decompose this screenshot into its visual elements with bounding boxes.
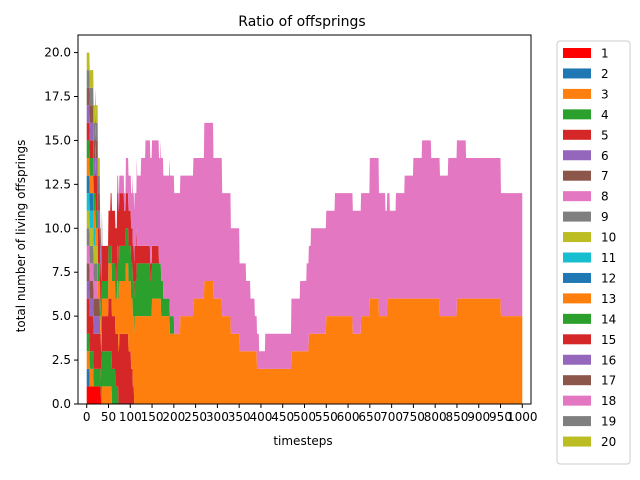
y-tick-label: 17.5 [44,90,71,104]
x-tick-label: 800 [424,410,447,424]
x-tick-label: 150 [141,410,164,424]
legend-label: 1 [601,47,609,61]
legend-swatch [563,416,591,427]
x-axis-label: timesteps [273,434,332,448]
y-tick-label: 20.0 [44,46,71,60]
x-tick-label: 400 [249,410,272,424]
x-tick-label: 100 [119,410,142,424]
area-series-18 [86,87,523,369]
legend-label: 16 [601,353,616,367]
x-tick-label: 200 [162,410,185,424]
legend-label: 15 [601,333,616,347]
y-tick-label: 0.0 [52,397,71,411]
chart-title: Ratio of offsprings [238,14,365,30]
legend-label: 10 [601,231,616,245]
y-tick-label: 5.0 [52,309,71,323]
legend-label: 14 [601,312,616,326]
stacked-areas [86,52,523,404]
x-tick-label: 900 [467,410,490,424]
legend-label: 11 [601,251,616,265]
legend-swatch [563,334,591,345]
x-tick-label: 300 [206,410,229,424]
legend-label: 3 [601,87,609,101]
legend-swatch [563,68,591,79]
x-tick-label: 700 [380,410,403,424]
legend-swatch [563,191,591,202]
legend-swatch [563,88,591,99]
legend-swatch [563,354,591,365]
legend-swatch [563,129,591,140]
x-tick-label: 850 [445,410,468,424]
x-tick-label: 550 [315,410,338,424]
legend-label: 18 [601,394,616,408]
y-tick-label: 15.0 [44,133,71,147]
legend-swatch [563,170,591,181]
x-tick-label: 950 [489,410,512,424]
legend-label: 20 [601,435,616,449]
x-tick-label: 1000 [507,410,538,424]
legend-swatch [563,109,591,120]
legend-label: 5 [601,128,609,142]
legend-swatch [563,272,591,283]
y-axis-label: total number of living offsprings [14,140,28,333]
legend-label: 4 [601,108,609,122]
x-axis: 0 50 1001502002503003504004505005506006507… [83,404,538,424]
x-tick-label: 750 [402,410,425,424]
x-tick-label: 650 [358,410,381,424]
legend-swatch [563,395,591,406]
x-tick-label: 250 [184,410,207,424]
legend-swatch [563,252,591,263]
legend-label: 12 [601,271,616,285]
y-tick-label: 2.5 [52,353,71,367]
legend-swatch [563,232,591,243]
legend-label: 13 [601,292,616,306]
x-tick-label: 0 [83,410,91,424]
legend-label: 17 [601,374,616,388]
legend-swatch [563,48,591,58]
legend-swatch [563,375,591,386]
legend-label: 6 [601,149,609,163]
legend-label: 7 [601,169,609,183]
legend-label: 19 [601,415,616,429]
legend-label: 2 [601,67,609,81]
x-tick-label: 50 [101,410,116,424]
x-tick-label: 500 [293,410,316,424]
y-tick-label: 10.0 [44,221,71,235]
y-axis: 0.0 2.5 5.0 7.5 10.0 12.5 15.0 17.5 20.0 [44,46,78,411]
x-tick-label: 450 [271,410,294,424]
y-tick-label: 12.5 [44,177,71,191]
x-tick-label: 350 [228,410,251,424]
area-series-5 [86,298,523,404]
legend-swatch [563,293,591,304]
legend-swatch [563,150,591,161]
y-tick-label: 7.5 [52,265,71,279]
legend-swatch [563,313,591,324]
area-series-13 [86,158,523,404]
legend-swatch [563,211,591,222]
x-tick-label: 600 [337,410,360,424]
legend-swatch [563,436,591,447]
legend-label: 8 [601,190,609,204]
legend-label: 9 [601,210,609,224]
